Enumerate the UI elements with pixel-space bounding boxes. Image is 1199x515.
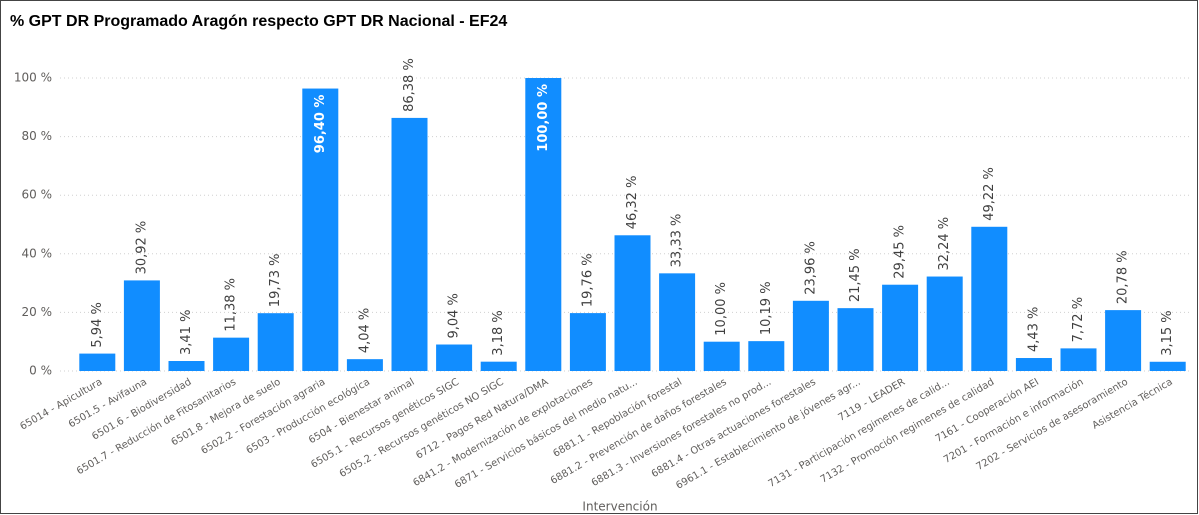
bar xyxy=(1060,348,1097,371)
y-tick-label: 20 % xyxy=(22,305,53,319)
bar xyxy=(525,78,562,371)
value-label: 19,73 % xyxy=(268,253,283,307)
value-label: 21,45 % xyxy=(848,248,863,302)
bar xyxy=(882,284,919,371)
value-label: 4,04 % xyxy=(357,308,372,353)
bar xyxy=(346,359,383,371)
bar xyxy=(391,117,428,371)
value-label: 46,32 % xyxy=(625,176,640,230)
y-tick-label: 60 % xyxy=(22,188,53,202)
y-tick-label: 40 % xyxy=(22,246,53,260)
value-label: 32,24 % xyxy=(937,217,952,271)
bar xyxy=(971,226,1008,371)
bar xyxy=(436,344,473,371)
bar xyxy=(703,341,740,371)
bar xyxy=(748,341,785,371)
bar xyxy=(659,273,696,371)
bar xyxy=(926,276,963,371)
bar xyxy=(257,313,294,371)
value-label: 4,43 % xyxy=(1026,307,1041,352)
value-label: 10,19 % xyxy=(759,281,774,335)
value-label: 23,96 % xyxy=(803,241,818,295)
value-label: 100,00 % xyxy=(536,84,551,152)
value-label: 9,04 % xyxy=(447,293,462,338)
bar xyxy=(213,337,250,371)
bar xyxy=(1149,361,1186,371)
y-tick-label: 100 % xyxy=(14,71,52,85)
value-label: 3,15 % xyxy=(1160,310,1175,355)
bar xyxy=(168,361,205,371)
value-label: 7,72 % xyxy=(1071,297,1086,342)
bar xyxy=(1015,358,1052,371)
value-label: 11,38 % xyxy=(224,278,239,332)
value-label: 86,38 % xyxy=(402,58,417,112)
value-label: 10,00 % xyxy=(714,282,729,336)
value-label: 29,45 % xyxy=(893,225,908,279)
bar xyxy=(302,88,339,371)
bar xyxy=(79,353,116,371)
value-label: 33,33 % xyxy=(670,214,685,268)
value-label: 3,18 % xyxy=(491,310,506,355)
value-label: 30,92 % xyxy=(134,221,149,275)
x-axis-title: Intervención xyxy=(582,500,657,514)
value-label: 20,78 % xyxy=(1116,250,1131,304)
value-label: 3,41 % xyxy=(179,310,194,355)
bar xyxy=(480,361,517,371)
bar xyxy=(614,235,651,371)
bar xyxy=(792,300,829,371)
value-label: 96,40 % xyxy=(313,95,328,154)
value-label: 5,94 % xyxy=(90,302,105,347)
value-label: 19,76 % xyxy=(580,253,595,307)
y-tick-label: 80 % xyxy=(22,129,53,143)
bar xyxy=(123,280,160,371)
bar xyxy=(837,308,874,371)
bar xyxy=(569,313,606,371)
bar xyxy=(1105,310,1142,371)
value-label: 49,22 % xyxy=(982,167,997,221)
y-tick-label: 0 % xyxy=(29,364,52,378)
chart-title: % GPT DR Programado Aragón respecto GPT … xyxy=(10,13,507,30)
